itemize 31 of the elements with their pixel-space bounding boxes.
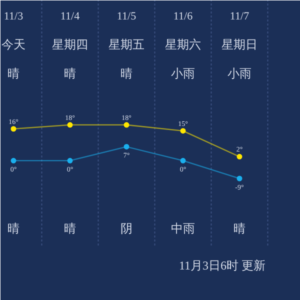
point — [124, 144, 130, 150]
text: 晴 — [8, 222, 20, 236]
x-tick-label: 11/5 — [116, 10, 137, 22]
text: 星期四 — [52, 38, 88, 52]
x-tick-label: 11/6 — [173, 10, 194, 22]
point — [10, 158, 16, 164]
text: 晴 — [64, 66, 76, 80]
text: 晴 — [234, 222, 246, 236]
text: 11月3日6时 更新 — [178, 258, 266, 272]
point — [236, 176, 242, 182]
point — [67, 122, 73, 128]
text: 今天 — [2, 38, 26, 52]
text: 星期六 — [165, 38, 201, 52]
point — [67, 158, 73, 164]
text: 星期五 — [108, 38, 144, 52]
text: 晴 — [64, 222, 76, 236]
x-tick-label: 11/3 — [4, 10, 24, 22]
point — [180, 158, 186, 164]
text: 晴 — [8, 66, 20, 80]
text: 小雨 — [228, 66, 252, 80]
point — [180, 128, 186, 134]
point — [236, 154, 242, 160]
text: 晴 — [120, 66, 132, 80]
text: 阴 — [120, 222, 132, 236]
point — [124, 122, 130, 128]
x-tick-label: 11/7 — [230, 10, 250, 22]
text: 星期日 — [222, 38, 258, 52]
text: 小雨 — [171, 66, 195, 80]
point — [10, 126, 16, 132]
x-tick-label: 11/4 — [60, 10, 80, 22]
text: 中雨 — [171, 222, 195, 236]
